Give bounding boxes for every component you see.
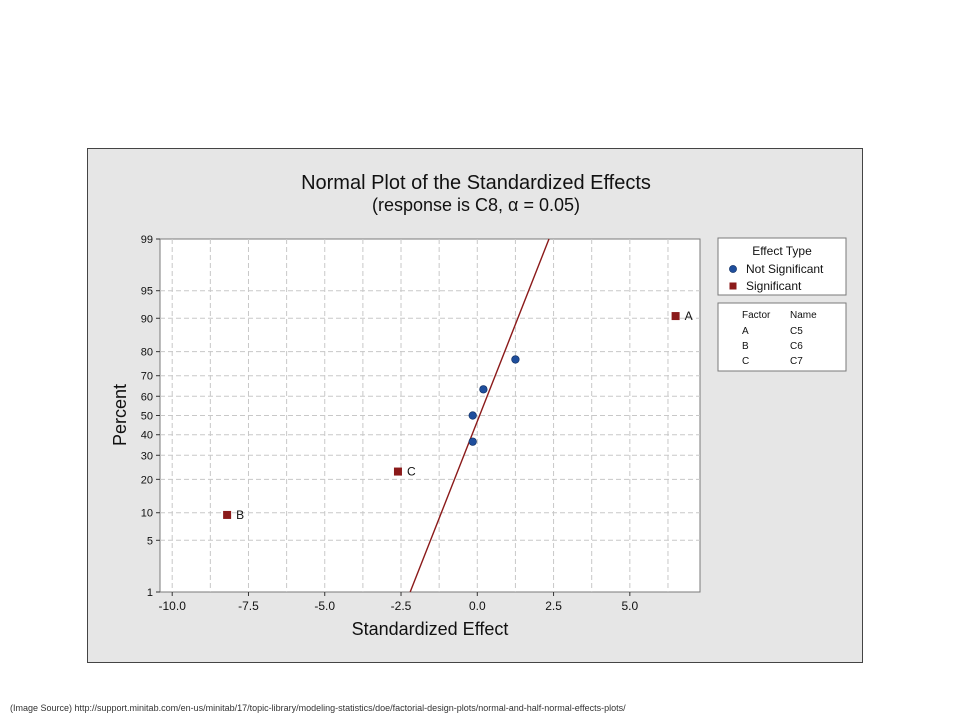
y-tick-label: 60: [141, 391, 153, 403]
y-tick-label: 5: [147, 535, 153, 547]
chart-title: Normal Plot of the Standardized Effects: [301, 172, 651, 194]
y-tick-label: 1: [147, 587, 153, 599]
reference-line-layer: [409, 238, 550, 593]
factor-table-box: [717, 302, 847, 372]
point-significant: [223, 510, 232, 519]
x-tick-label: 2.5: [545, 599, 562, 613]
y-tick-label: 99: [141, 234, 153, 246]
y-tick-label: 50: [141, 411, 153, 423]
grid-lines: [160, 239, 700, 592]
x-tick-label: -2.5: [391, 599, 412, 613]
y-axis-ticks: 1 5 10 20 30 40 50 60 70 80 90 95 99: [141, 234, 160, 599]
y-tick-label: 80: [141, 347, 153, 359]
factor-header-factor: Factor: [742, 310, 771, 321]
factor-header-name: Name: [790, 310, 817, 321]
y-axis-label: Percent: [110, 384, 130, 446]
legend-effect-type: Effect Type Not Significant Significant: [717, 237, 847, 296]
y-tick-label: 30: [141, 450, 153, 462]
normal-plot-chart: Normal Plot of the Standardized Effects …: [110, 172, 847, 639]
legend-box: [717, 237, 847, 296]
y-tick-label: 90: [141, 313, 153, 325]
point-label: A: [685, 309, 693, 323]
point-label: C: [407, 465, 416, 479]
point-not-significant: [479, 385, 488, 394]
factor-row-b-name: C6: [790, 341, 803, 352]
x-axis-label: Standardized Effect: [352, 619, 509, 639]
y-tick-label: 10: [141, 508, 153, 520]
factor-row-a-name: C5: [790, 326, 803, 337]
factor-table: Factor Name A C5 B C6 C C7: [717, 302, 847, 372]
reference-line: [409, 238, 550, 593]
y-tick-label: 20: [141, 474, 153, 486]
x-tick-label: 0.0: [469, 599, 486, 613]
x-tick-label: 5.0: [621, 599, 638, 613]
x-axis-ticks: -10.0 -7.5 -5.0 -2.5 0.0 2.5 5.0: [159, 592, 638, 613]
point-significant: [393, 467, 402, 476]
factor-row-c-factor: C: [742, 356, 749, 367]
figure-frame: Normal Plot of the Standardized Effects …: [87, 148, 863, 663]
image-source-note: (Image Source) http://support.minitab.co…: [10, 703, 626, 713]
y-tick-label: 70: [141, 371, 153, 383]
legend-entry-not-significant: Not Significant: [746, 262, 824, 276]
point-not-significant: [511, 355, 520, 364]
point-not-significant: [468, 437, 477, 446]
x-tick-label: -7.5: [238, 599, 259, 613]
chart-subtitle: (response is C8, α = 0.05): [372, 195, 580, 215]
y-tick-label: 95: [141, 286, 153, 298]
x-tick-label: -10.0: [159, 599, 187, 613]
legend-title: Effect Type: [752, 244, 812, 258]
factor-row-a-factor: A: [742, 326, 749, 337]
y-tick-label: 40: [141, 430, 153, 442]
legend-marker-significant: [729, 282, 737, 290]
point-significant: [671, 312, 680, 321]
legend-entry-significant: Significant: [746, 279, 802, 293]
x-tick-label: -5.0: [314, 599, 335, 613]
point-not-significant: [468, 411, 477, 420]
legend-marker-not-significant: [729, 265, 737, 273]
point-label: B: [236, 508, 244, 522]
factor-row-b-factor: B: [742, 341, 749, 352]
data-points: B C A: [223, 309, 693, 522]
factor-row-c-name: C7: [790, 356, 803, 367]
